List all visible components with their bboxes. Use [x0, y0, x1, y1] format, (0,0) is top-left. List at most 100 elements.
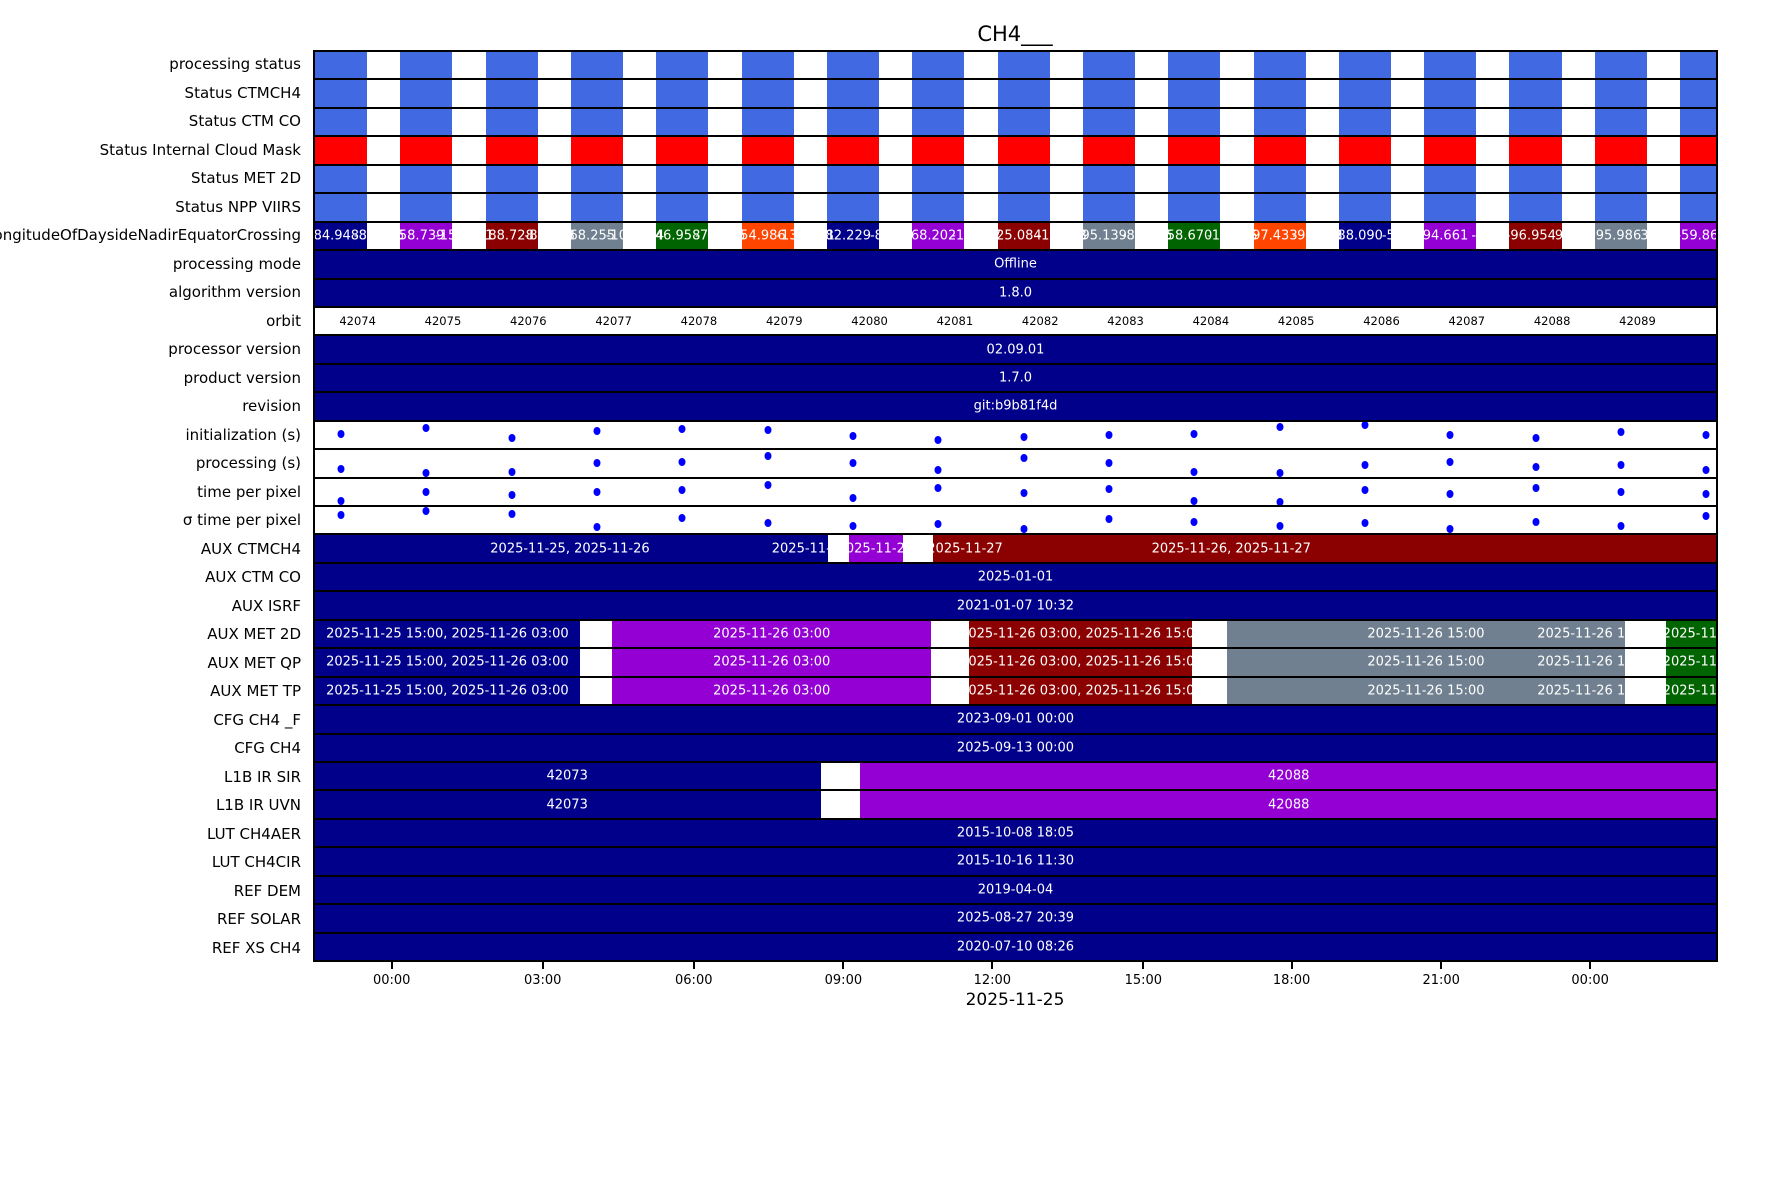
segment [656, 194, 709, 221]
segment [570, 108, 624, 136]
segment-label: git:b9b81f4d [973, 398, 1058, 414]
x-tick-mark [1142, 962, 1145, 969]
segment [400, 108, 453, 136]
segment-label: -80.258 [524, 228, 575, 244]
segment-label: -59.863 [1676, 228, 1716, 244]
segment [570, 165, 624, 193]
segment [612, 677, 932, 705]
segment-label: 84.948 [315, 228, 360, 244]
row-label-status-npp-viirs: Status NPP VIIRS [175, 197, 301, 216]
segment [656, 108, 709, 136]
segment [997, 52, 1050, 79]
segment-label: 68.202 [910, 228, 957, 244]
segment-label: 2015-10-08 18:05 [956, 825, 1075, 841]
scatter-dot [1702, 430, 1710, 439]
segment [1594, 222, 1647, 250]
segment [400, 137, 453, 164]
row-label-l1b-ir-sir: L1B IR SIR [224, 767, 301, 786]
segment [656, 52, 709, 79]
segment-label: 42077 [595, 314, 632, 329]
segment [315, 535, 828, 562]
scatter-dot [1105, 485, 1113, 494]
segment [315, 819, 1716, 847]
scatter-dot [1446, 458, 1454, 467]
segment [997, 165, 1050, 193]
scatter-dot [678, 458, 686, 467]
segment [969, 677, 1193, 705]
row-label-aux-met-qp: AUX MET QP [207, 653, 302, 672]
segment [612, 620, 932, 648]
segment [315, 108, 368, 136]
row-cfg-ch4: 2025-09-13 00:00 [315, 734, 1716, 763]
segment [741, 137, 794, 164]
segment-label: 2025-11-26 03:00, 2025-11-26 15:00 [960, 654, 1203, 670]
scatter-dot [934, 483, 942, 492]
scatter-dot [1361, 518, 1369, 527]
segment [400, 52, 453, 79]
segment [1509, 222, 1562, 250]
scatter-dot [764, 425, 772, 434]
segment [656, 165, 709, 193]
segment [1338, 194, 1391, 221]
row-processing-s [315, 450, 1716, 479]
segment [1082, 108, 1135, 136]
segment [1424, 80, 1477, 107]
segment-label: -105.204 [605, 228, 665, 244]
segment-label: 2025-11-26 15:00, 2025-11-27 03:00 [1537, 654, 1716, 670]
row-label-lut-ch4aer: LUT CH4AER [207, 824, 301, 843]
scatter-dot [1532, 462, 1540, 471]
segment-label: 2025-11-26 03:00 [713, 654, 831, 670]
segment-label: 2025-01-01 [977, 569, 1054, 585]
segment [826, 194, 880, 221]
segment-label: 2023-09-01 00:00 [956, 711, 1075, 727]
row-label-processing-status: processing status [169, 55, 301, 74]
row-label-initialization-s: initialization (s) [185, 425, 301, 444]
row-aux-ctmch4: 2025-11-25, 2025-11-26 2025-11-26 2025-11-… [315, 535, 1716, 564]
segment-label: -87.806 [353, 228, 405, 244]
segment-label: 2025-11-25 15:00, 2025-11-26 03:00 [326, 626, 569, 642]
row-aux-isrf: 2021-01-07 10:32 [315, 592, 1716, 621]
scatter-dot [1020, 489, 1028, 498]
scatter-dot [1532, 483, 1540, 492]
segment-label: -71.885 [695, 228, 746, 244]
segment [1424, 222, 1477, 250]
x-tick-label: 03:00 [523, 973, 562, 988]
segment [315, 279, 1716, 306]
segment-label: 1.8.0 [998, 285, 1033, 301]
segment [1338, 52, 1391, 79]
scatter-dot [1190, 467, 1198, 476]
x-tick-label: 18:00 [1272, 973, 1311, 988]
segment [826, 222, 880, 250]
x-tick-mark [1589, 962, 1592, 969]
segment [1253, 52, 1306, 79]
segment-label: 2025-11-26 [771, 541, 848, 557]
segment [1168, 137, 1221, 164]
segment [1338, 137, 1391, 164]
segment [1338, 165, 1391, 193]
segment-label: 68.255 [569, 228, 616, 244]
segment [1253, 165, 1306, 193]
segment-label: 2025-11-26 15:00 [1367, 683, 1485, 699]
scatter-dot [678, 486, 686, 495]
segment-label: 42076 [510, 314, 547, 329]
segment-label: 2025-11-26 03:00, 2025-11-26 15:00 [960, 626, 1203, 642]
row-label-revision: revision [242, 397, 301, 416]
x-tick-label: 00:00 [1571, 973, 1609, 988]
segment [912, 165, 965, 193]
segment [826, 165, 880, 193]
segment [1509, 80, 1562, 107]
segment [315, 791, 821, 818]
scatter-dot [1105, 430, 1113, 439]
row-cfg-ch4-f: 2023-09-01 00:00 [315, 706, 1716, 735]
row-orbit: 42074 42075 42076 42077 42078 42079 42080 42081… [315, 307, 1716, 337]
row-label-processing-s: processing (s) [195, 454, 301, 473]
segment [997, 108, 1050, 136]
segment [912, 222, 965, 250]
scatter-dot [849, 459, 857, 468]
segment-label: 95.139 [1081, 228, 1127, 244]
segment [315, 933, 1716, 960]
scatter-dot [849, 432, 857, 441]
x-tick-label: 15:00 [1124, 973, 1163, 988]
segment [912, 137, 965, 164]
